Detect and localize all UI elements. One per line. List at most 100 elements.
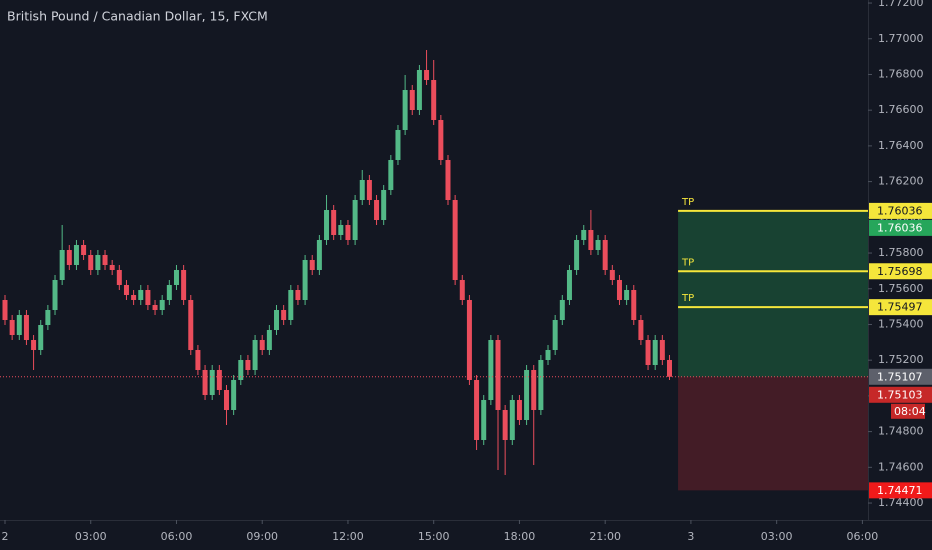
candle-body <box>445 160 451 200</box>
x-tick-label: 06:00 <box>847 530 879 543</box>
candle-body <box>524 370 530 420</box>
candle-body <box>331 210 337 235</box>
candle-body <box>452 200 458 280</box>
candle-body <box>131 295 137 300</box>
last-price-tag-bg <box>869 368 932 385</box>
candle-body <box>223 390 229 410</box>
candle-body <box>23 315 29 340</box>
candle-body <box>374 200 380 220</box>
candle-body <box>502 410 508 440</box>
candle-body <box>388 160 394 190</box>
candle-body <box>66 250 72 265</box>
candle-body <box>616 280 622 300</box>
position-target-tag: 1.76036 <box>877 221 923 234</box>
candle-body <box>488 340 494 400</box>
candle-body <box>316 240 322 270</box>
candle-body <box>123 285 129 295</box>
candle-body <box>209 370 215 395</box>
candle-body <box>138 290 144 300</box>
candle-body <box>2 300 8 320</box>
candle-body <box>459 280 465 300</box>
candle-body <box>195 350 201 370</box>
candle-body <box>481 400 487 440</box>
candle-body <box>666 360 672 377</box>
target-price-tag-bg <box>869 202 932 219</box>
candle-body <box>602 240 608 270</box>
candle-body <box>559 300 565 320</box>
target-price-tag: 1.75497 <box>877 301 923 314</box>
candle-body <box>338 225 344 235</box>
candle-body <box>566 270 572 300</box>
candle-body <box>588 230 594 250</box>
candle-body <box>159 300 165 310</box>
countdown-bg <box>891 403 925 419</box>
y-tick-label: 1.77000 <box>878 32 924 45</box>
candle-body <box>366 180 372 200</box>
candle-body <box>73 245 79 265</box>
candle-body <box>173 270 179 285</box>
candle-body <box>259 340 265 350</box>
candle-body <box>345 225 351 240</box>
candle-body <box>402 90 408 130</box>
candle-body <box>38 325 44 350</box>
y-tick-label: 1.76200 <box>878 175 924 188</box>
x-tick-label: 18:00 <box>504 530 536 543</box>
candle-body <box>381 190 387 220</box>
candle-body <box>659 340 665 360</box>
target-price-tag-bg <box>869 263 932 280</box>
y-tick-label: 1.75200 <box>878 353 924 366</box>
candle-body <box>9 320 15 335</box>
candle-body <box>295 290 301 300</box>
target-label: TP <box>681 293 694 304</box>
candle-body <box>552 320 558 350</box>
loss-zone <box>678 376 868 491</box>
x-tick-label: 06:00 <box>161 530 193 543</box>
candle-body <box>202 370 208 395</box>
candle-body <box>31 340 37 350</box>
target-price-tag: 1.75698 <box>877 265 923 278</box>
target-price-tag-bg <box>869 299 932 316</box>
y-tick-label: 1.74800 <box>878 425 924 438</box>
candle-body <box>359 180 365 200</box>
x-tick-label: 12:00 <box>332 530 364 543</box>
candle-body <box>309 260 315 270</box>
candle-body <box>95 255 101 270</box>
candle-body <box>466 300 472 380</box>
y-tick-label: 1.76800 <box>878 67 924 80</box>
candle-body <box>652 340 658 365</box>
candle-body <box>81 245 87 255</box>
candle-body <box>216 370 222 390</box>
candle-body <box>288 290 294 320</box>
x-tick-label: 09:00 <box>246 530 278 543</box>
x-tick-label: 03:00 <box>75 530 107 543</box>
candle-body <box>59 250 65 280</box>
candle-body <box>245 360 251 370</box>
target-label: TP <box>681 257 694 268</box>
position-target-tag-bg <box>869 219 932 236</box>
y-tick-label: 1.75800 <box>878 246 924 259</box>
candle-body <box>431 80 437 120</box>
y-tick-label: 1.75400 <box>878 317 924 330</box>
candle-body <box>624 290 630 300</box>
candle-body <box>45 310 51 325</box>
candle-body <box>516 400 522 420</box>
candle-body <box>495 340 501 410</box>
candle-body <box>574 240 580 270</box>
candle-body <box>645 340 651 365</box>
candle-body <box>252 340 258 370</box>
candle-body <box>102 255 108 265</box>
candle-body <box>509 400 515 440</box>
stop-price-tag-bg <box>869 482 932 499</box>
candle-body <box>395 130 401 160</box>
candle-body <box>531 370 537 410</box>
stop-price-tag: 1.74471 <box>877 484 923 497</box>
candle-body <box>52 280 58 310</box>
candle-body <box>352 200 358 240</box>
candle-body <box>409 90 415 110</box>
candle-body <box>266 330 272 350</box>
candle-body <box>324 210 330 240</box>
x-tick-label: 03:00 <box>761 530 793 543</box>
profit-zone <box>678 210 868 377</box>
candle-body <box>231 380 237 410</box>
